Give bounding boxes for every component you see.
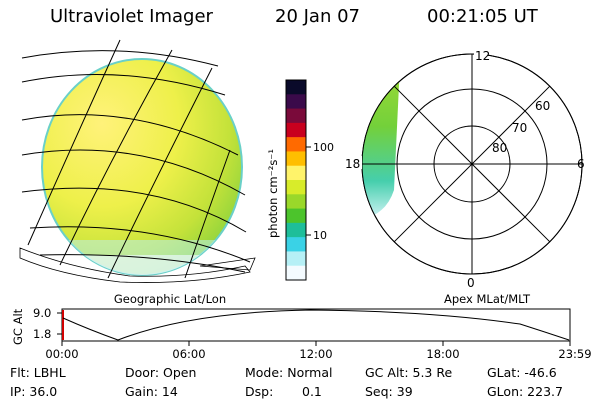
colorbar-tick-10: 10 <box>313 229 327 242</box>
colorbar-stripe <box>286 122 306 138</box>
ip-status: IP: 36.0 <box>10 384 58 399</box>
mlt-label-6: 6 <box>577 157 585 171</box>
timeline-ylabel: GC Alt <box>11 308 25 345</box>
glat-status: GLat: -46.6 <box>487 365 557 380</box>
colorbar-stripe <box>286 180 306 195</box>
mode-status: Mode: Normal <box>245 365 333 380</box>
dsp-label: Dsp: <box>245 384 274 399</box>
mlat-label-60: 60 <box>535 99 550 113</box>
timeline-xtick-1200: 12:00 <box>299 347 332 361</box>
polar-plot: 12 18 6 0 60 70 80 <box>344 48 585 290</box>
colorbar-stripe <box>286 251 306 267</box>
geographic-image <box>19 39 256 283</box>
colorbar-stripe <box>286 165 306 181</box>
colorbar-stripe <box>286 222 306 238</box>
colorbar: 100 10 photon cm⁻²s⁻¹ <box>266 79 334 281</box>
colorbar-tick-100: 100 <box>313 141 334 154</box>
gc-alt-status: GC Alt: 5.3 Re <box>365 365 453 380</box>
door-status: Door: Open <box>125 365 197 380</box>
time-label: 00:21:05 UT <box>427 6 538 27</box>
colorbar-unit-label: photon cm⁻²s⁻¹ <box>266 149 280 238</box>
timeline-xtick-1800: 18:00 <box>426 347 459 361</box>
glon-status: GLon: 223.7 <box>487 384 563 399</box>
mlt-label-12: 12 <box>475 49 490 63</box>
mlat-label-80: 80 <box>492 141 507 155</box>
colorbar-stripe <box>286 194 306 210</box>
date-label: 20 Jan 07 <box>275 6 360 27</box>
colorbar-stripe <box>286 94 306 110</box>
colorbar-stripe <box>286 237 306 253</box>
colorbar-stripe <box>286 108 306 124</box>
timeline-xtick-0000: 00:00 <box>45 347 78 361</box>
timeline-xtick-2359: 23:59 <box>558 347 591 361</box>
dsp-value: 0.1 <box>302 384 322 399</box>
left-caption: Geographic Lat/Lon <box>114 292 226 306</box>
timeline-ytick-1-8: 1.8 <box>33 327 51 341</box>
colorbar-stripe <box>286 80 306 95</box>
colorbar-stripe <box>286 208 306 224</box>
colorbar-stripe <box>286 265 306 281</box>
seq-status: Seq: 39 <box>365 384 413 399</box>
right-caption: Apex MLat/MLT <box>444 292 531 306</box>
timeline-xtick-0600: 06:00 <box>172 347 205 361</box>
instrument-title: Ultraviolet Imager <box>50 6 213 27</box>
colorbar-stripe <box>286 137 306 153</box>
mlat-label-70: 70 <box>512 121 527 135</box>
colorbar-stripe <box>286 151 306 167</box>
mlt-label-0: 0 <box>467 276 475 290</box>
mlt-label-18: 18 <box>345 157 360 171</box>
gain-status: Gain: 14 <box>125 384 178 399</box>
timeline-ytick-9: 9.0 <box>33 306 51 320</box>
orbit-timeline: 9.0 1.8 GC Alt 00:00 06:00 12:00 18:00 2… <box>11 306 592 361</box>
filter-status: Flt: LBHL <box>10 365 66 380</box>
